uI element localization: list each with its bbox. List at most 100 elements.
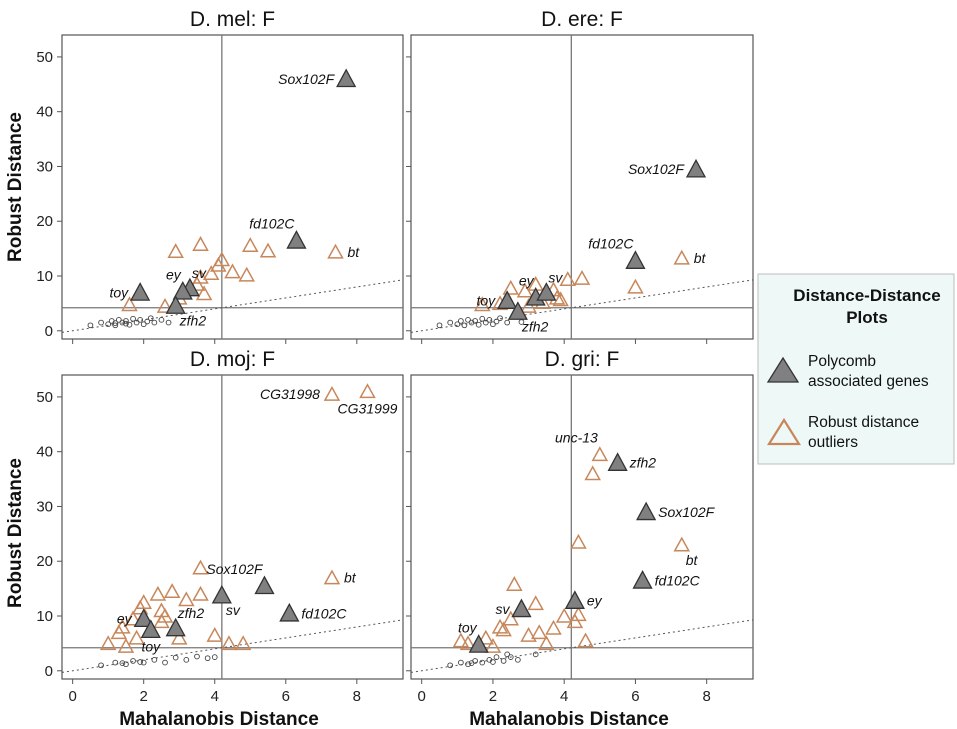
polycomb-point xyxy=(165,617,186,637)
normal-point xyxy=(137,316,143,323)
outlier-point xyxy=(121,296,138,312)
normal-point xyxy=(140,659,147,666)
polycomb-point xyxy=(130,282,151,301)
outlier-point xyxy=(192,559,209,575)
gene-label: sv xyxy=(495,601,510,617)
x-tick-label: 2 xyxy=(489,688,497,705)
normal-point xyxy=(458,659,464,666)
gene-label: ey xyxy=(166,266,182,282)
normal-point xyxy=(130,658,136,664)
outlier-point xyxy=(131,599,149,615)
normal-point xyxy=(436,322,443,329)
gene-label: fd102C xyxy=(588,236,634,252)
normal-point xyxy=(194,653,200,660)
normal-point xyxy=(123,318,129,324)
x-tick-label: 8 xyxy=(703,688,711,705)
polycomb-point xyxy=(536,282,557,301)
x-tick-label: 4 xyxy=(560,688,568,705)
y-axis-label-bottom: Robust Distance xyxy=(5,458,26,608)
gene-label: fd102C xyxy=(249,215,295,231)
normal-point xyxy=(497,315,503,322)
y-tick-label: 50 xyxy=(36,49,53,66)
gene-label: toy xyxy=(109,284,129,300)
gene-label: Sox102F xyxy=(628,161,685,177)
panel-title: D. ere: F xyxy=(541,8,623,31)
normal-point xyxy=(490,321,496,328)
polycomb-point xyxy=(511,598,532,618)
normal-point xyxy=(119,660,126,666)
outlier-point xyxy=(559,271,577,286)
legend-polycomb-line2: associated genes xyxy=(808,373,929,390)
normal-point xyxy=(465,316,471,323)
outlier-point xyxy=(477,629,495,645)
outlier-point xyxy=(192,236,209,251)
outlier-point xyxy=(506,576,523,591)
normal-point xyxy=(112,659,119,666)
gene-label: bt xyxy=(344,570,357,586)
outlier-point xyxy=(167,243,184,259)
outlier-point xyxy=(156,607,174,623)
polycomb-point xyxy=(685,158,707,178)
outlier-point xyxy=(234,635,252,651)
legend-polycomb-marker xyxy=(766,356,800,383)
gene-label: sv xyxy=(192,265,207,281)
y-tick-label: 10 xyxy=(36,268,53,285)
x-tick-label: 2 xyxy=(140,688,148,705)
y-tick-label: 20 xyxy=(36,213,53,230)
outlier-point xyxy=(99,635,117,651)
outlier-point xyxy=(195,285,213,301)
outlier-point xyxy=(202,265,220,280)
gene-label: ey xyxy=(519,272,535,288)
outlier-point xyxy=(156,297,174,313)
outlier-point xyxy=(527,595,544,611)
normal-point xyxy=(144,318,151,325)
normal-point xyxy=(119,319,126,326)
polycomb-point xyxy=(336,68,357,88)
polycomb-point xyxy=(507,301,528,320)
gene-label: zfh2 xyxy=(179,313,207,329)
normal-point xyxy=(147,315,154,322)
normal-point xyxy=(493,318,500,325)
polycomb-point xyxy=(564,590,585,609)
panel-frame xyxy=(410,374,754,680)
outlier-point xyxy=(555,607,573,623)
normal-point xyxy=(515,656,521,663)
outlier-point xyxy=(323,385,341,401)
x-tick-label: 6 xyxy=(282,688,290,705)
normal-point xyxy=(140,321,147,328)
x-tick-label: 4 xyxy=(211,688,219,705)
normal-point xyxy=(98,662,104,669)
polycomb-point xyxy=(140,619,161,639)
legend: Distance-Distance Plots Polycomb associa… xyxy=(757,273,955,465)
outlier-point xyxy=(241,237,259,253)
polycomb-point xyxy=(172,280,193,300)
outlier-point xyxy=(566,613,584,629)
polycomb-point xyxy=(468,634,489,653)
normal-point xyxy=(507,654,514,660)
gene-label: CG31998 xyxy=(260,386,320,402)
outlier-point xyxy=(584,465,601,481)
normal-point xyxy=(211,654,218,660)
outlier-point xyxy=(502,279,520,295)
normal-point xyxy=(454,321,461,328)
outlier-point xyxy=(124,610,142,626)
x-tick-label: 8 xyxy=(353,688,361,705)
normal-point xyxy=(151,319,158,326)
outlier-point xyxy=(178,591,195,607)
gene-label: sv xyxy=(226,602,241,618)
outlier-point xyxy=(117,637,135,653)
gene-label: Sox102F xyxy=(206,561,263,577)
outlier-point xyxy=(538,635,555,651)
outlier-point xyxy=(491,618,509,634)
y-tick-label: 40 xyxy=(36,104,53,121)
gene-label: CG31999 xyxy=(338,400,398,416)
outlier-point xyxy=(570,533,587,549)
y-tick-label: 20 xyxy=(36,553,53,570)
gene-label: fd102C xyxy=(655,572,701,588)
normal-point xyxy=(490,659,496,665)
normal-point xyxy=(158,316,165,323)
legend-outlier-line1: Robust distance xyxy=(808,414,919,431)
outlier-point xyxy=(220,635,238,651)
normal-point xyxy=(475,321,482,328)
panel-frame xyxy=(61,374,404,680)
